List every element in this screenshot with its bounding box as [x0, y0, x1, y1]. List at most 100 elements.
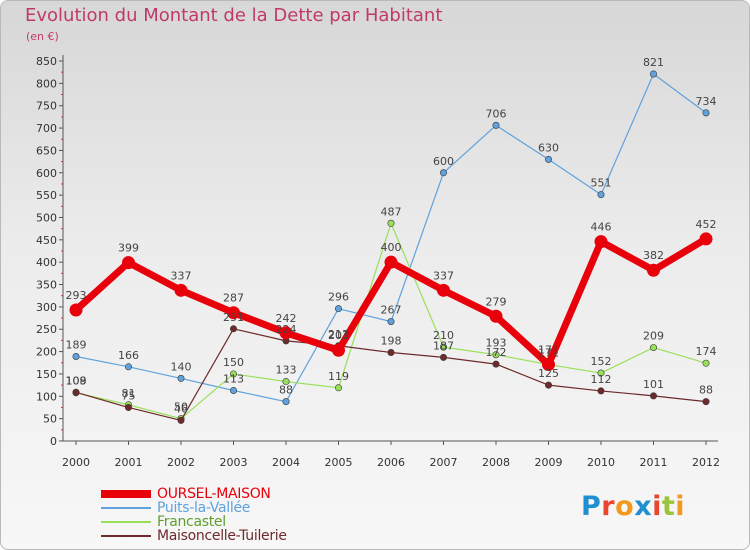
data-point-francastel — [597, 369, 605, 377]
data-point-francastel — [230, 370, 238, 378]
y-tick-label: 700 — [36, 122, 57, 135]
data-point-oursel-maison — [332, 343, 345, 357]
data-label: 50 — [174, 401, 188, 414]
y-tick-label: 350 — [36, 279, 57, 292]
data-point-francastel — [334, 384, 342, 392]
y-tick-label: 150 — [36, 368, 57, 381]
legend-swatch — [101, 535, 151, 537]
y-tick-label: 550 — [36, 189, 57, 202]
data-point-puits-la-vallee — [334, 305, 342, 313]
data-point-puits-la-vallee — [230, 386, 238, 394]
chart-legend: OURSEL-MAISON Puits-la-Vallée Francastel Ma… — [101, 487, 287, 543]
legend-label: OURSEL-MAISON — [157, 486, 271, 502]
y-tick-label: 850 — [36, 55, 57, 68]
data-point-puits-la-vallee — [125, 363, 133, 371]
y-tick-label: 400 — [36, 256, 57, 269]
data-label: 337 — [171, 269, 192, 282]
data-point-maisoncelle-tuilerie — [387, 348, 395, 356]
y-tick-label: 750 — [36, 100, 57, 113]
data-point-oursel-maison — [227, 306, 240, 320]
data-point-maisoncelle-tuilerie — [492, 360, 500, 368]
data-point-francastel — [387, 219, 395, 227]
data-label: 821 — [643, 56, 664, 69]
data-point-francastel — [649, 344, 657, 352]
legend-item-maisoncelle-tuilerie: Maisoncelle-Tuilerie — [101, 529, 287, 543]
data-point-maisoncelle-tuilerie — [544, 381, 552, 389]
x-tick-label: 2009 — [535, 456, 563, 469]
data-label: 81 — [122, 387, 136, 400]
data-label: 88 — [279, 384, 293, 397]
y-tick-label: 650 — [36, 144, 57, 157]
data-label: 166 — [118, 349, 139, 362]
data-label: 119 — [328, 370, 349, 383]
data-label: 382 — [643, 249, 664, 262]
data-label: 75 — [122, 389, 136, 402]
data-label: 101 — [643, 378, 664, 391]
legend-item-francastel: Francastel — [101, 515, 287, 529]
data-label: 198 — [381, 334, 402, 347]
x-tick-label: 2003 — [220, 456, 248, 469]
x-tick-label: 2011 — [640, 456, 668, 469]
data-label: 171 — [538, 347, 559, 360]
logo-letter: r — [601, 491, 616, 522]
data-point-maisoncelle-tuilerie — [702, 398, 710, 406]
data-point-maisoncelle-tuilerie — [649, 392, 657, 400]
x-tick-label: 2006 — [377, 456, 405, 469]
data-point-oursel-maison — [122, 256, 135, 270]
data-point-maisoncelle-tuilerie — [72, 388, 80, 396]
legend-item-oursel-maison: OURSEL-MAISON — [101, 487, 287, 501]
data-label: 446 — [591, 221, 612, 234]
data-label: 399 — [118, 242, 139, 255]
data-label: 210 — [433, 329, 454, 342]
data-point-oursel-maison — [279, 326, 293, 340]
legend-swatch — [101, 507, 151, 509]
data-point-oursel-maison — [437, 283, 450, 297]
data-label: 267 — [381, 304, 402, 317]
data-point-francastel — [702, 359, 710, 367]
y-tick-label: 0 — [50, 435, 57, 448]
x-tick-label: 2007 — [430, 456, 458, 469]
data-label: 706 — [486, 107, 507, 120]
x-tick-label: 2010 — [587, 456, 615, 469]
data-label: 279 — [486, 295, 507, 308]
data-point-puits-la-vallee — [544, 155, 552, 163]
logo-letter: t — [661, 491, 676, 522]
data-point-oursel-maison — [69, 303, 83, 317]
data-label: 125 — [538, 367, 559, 380]
data-point-puits-la-vallee — [492, 121, 500, 129]
data-label: 174 — [696, 345, 717, 358]
x-tick-label: 2000 — [62, 456, 90, 469]
data-point-puits-la-vallee — [72, 353, 80, 361]
data-label: 187 — [433, 339, 454, 352]
y-tick-label: 500 — [36, 211, 57, 224]
data-point-puits-la-vallee — [597, 191, 605, 199]
data-point-oursel-maison — [699, 232, 713, 246]
data-label: 108 — [66, 375, 87, 388]
data-point-francastel — [492, 351, 500, 359]
data-label: 152 — [591, 355, 612, 368]
logo-letter: x — [634, 491, 653, 522]
x-tick-label: 2004 — [272, 456, 300, 469]
data-label: 734 — [696, 95, 717, 108]
data-label: 46 — [174, 402, 188, 415]
x-tick-label: 2012 — [692, 456, 720, 469]
logo-letter: i — [652, 491, 662, 522]
y-tick-label: 100 — [36, 390, 57, 403]
data-label: 600 — [433, 155, 454, 168]
data-point-oursel-maison — [489, 309, 503, 323]
data-label: 189 — [66, 339, 87, 352]
chart-title: Evolution du Montant de la Dette par Hab… — [25, 5, 443, 26]
data-point-oursel-maison — [174, 283, 188, 297]
data-label: 109 — [66, 374, 87, 387]
y-tick-label: 450 — [36, 234, 57, 247]
y-tick-label: 800 — [36, 77, 57, 90]
data-label: 140 — [171, 360, 192, 373]
data-label: 287 — [223, 292, 244, 305]
data-label: 150 — [223, 356, 244, 369]
logo-letter: i — [675, 491, 686, 522]
legend-label: Francastel — [157, 514, 226, 530]
legend-label: Puits-la-Vallée — [157, 500, 251, 516]
data-point-puits-la-vallee — [702, 109, 710, 117]
